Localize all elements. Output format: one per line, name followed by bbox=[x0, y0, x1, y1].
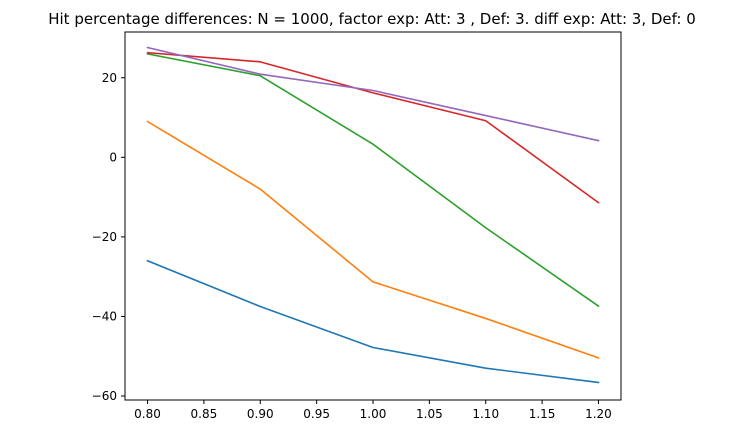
x-tick-label: 0.95 bbox=[303, 407, 330, 421]
x-tick-label: 0.80 bbox=[134, 407, 161, 421]
series-line-1 bbox=[146, 259, 600, 384]
x-tick-label: 1.10 bbox=[472, 407, 499, 421]
series-line-5 bbox=[146, 46, 600, 142]
x-tick-label: 1.15 bbox=[529, 407, 556, 421]
x-axis: 0.80 0.85 0.90 0.95 1.00 1.05 1.10 1.15 1.20 bbox=[134, 400, 612, 421]
x-tick-label: 1.05 bbox=[416, 407, 443, 421]
plot-area-frame bbox=[124, 31, 622, 401]
series-line-2 bbox=[146, 120, 600, 359]
x-tick-label: 0.90 bbox=[247, 407, 274, 421]
y-tick-label: −60 bbox=[92, 389, 117, 403]
series-layer bbox=[146, 46, 600, 384]
y-tick-label: 20 bbox=[102, 71, 117, 85]
y-axis: 20 0 −20 −40 −60 bbox=[92, 71, 125, 403]
series-line-3 bbox=[146, 52, 600, 308]
y-tick-label: −20 bbox=[92, 230, 117, 244]
chart-title: Hit percentage differences: N = 1000, fa… bbox=[48, 10, 696, 28]
x-tick-label: 1.20 bbox=[585, 407, 612, 421]
x-tick-label: 0.85 bbox=[191, 407, 218, 421]
series-line-4 bbox=[146, 51, 600, 204]
y-tick-label: 0 bbox=[109, 150, 117, 164]
x-tick-label: 1.00 bbox=[360, 407, 387, 421]
y-tick-label: −40 bbox=[92, 309, 117, 323]
